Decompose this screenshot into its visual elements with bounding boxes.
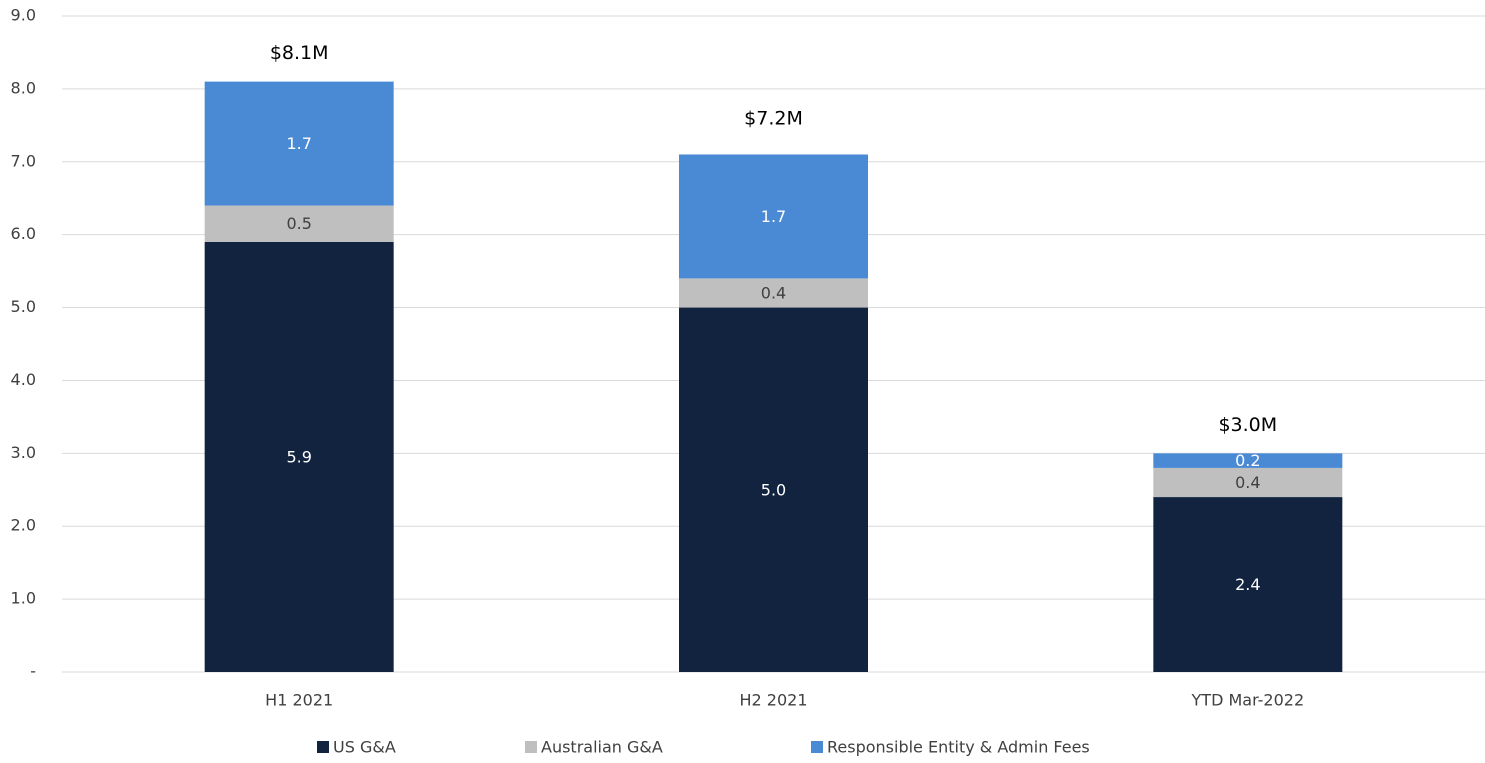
bar-segment — [204, 241, 394, 672]
bar-segment — [204, 81, 394, 206]
data-label: 0.4 — [1235, 473, 1260, 492]
data-label: 5.9 — [286, 447, 311, 466]
bar-segment — [679, 307, 868, 672]
x-tick-label: H1 2021 — [265, 691, 333, 710]
y-tick-label: - — [30, 662, 36, 681]
legend-swatch — [317, 741, 329, 753]
y-tick-label: 9.0 — [11, 6, 36, 25]
y-tick-label: 6.0 — [11, 224, 36, 243]
legend-label: Australian G&A — [541, 738, 663, 757]
bar-segment — [679, 278, 868, 308]
y-tick-label: 2.0 — [11, 516, 36, 535]
bar-segment — [1153, 453, 1343, 468]
data-label: 0.2 — [1235, 451, 1260, 470]
bar-segment — [1153, 467, 1343, 498]
legend-swatch — [811, 741, 823, 753]
y-tick-label: 7.0 — [11, 151, 36, 170]
legend-swatch — [525, 741, 537, 753]
legend-label: US G&A — [333, 738, 396, 757]
data-label: 2.4 — [1235, 575, 1260, 594]
bar-segment — [1153, 497, 1343, 672]
total-label: $8.1M — [270, 42, 329, 64]
y-tick-label: 4.0 — [11, 370, 36, 389]
data-label: 0.4 — [761, 283, 786, 302]
bar-segment — [204, 205, 394, 242]
y-tick-label: 1.0 — [11, 589, 36, 608]
legend-label: Responsible Entity & Admin Fees — [827, 738, 1090, 757]
total-label: $3.0M — [1218, 414, 1277, 436]
y-tick-label: 3.0 — [11, 443, 36, 462]
x-tick-label: H2 2021 — [739, 691, 807, 710]
total-label: $7.2M — [744, 108, 803, 130]
data-label: 1.7 — [286, 134, 311, 153]
data-label: 1.7 — [761, 207, 786, 226]
bar-segment — [679, 154, 868, 279]
x-tick-label: YTD Mar-2022 — [1191, 691, 1305, 710]
y-tick-label: 5.0 — [11, 297, 36, 316]
y-tick-label: 8.0 — [11, 78, 36, 97]
data-label: 0.5 — [286, 214, 311, 233]
data-label: 5.0 — [761, 480, 786, 499]
